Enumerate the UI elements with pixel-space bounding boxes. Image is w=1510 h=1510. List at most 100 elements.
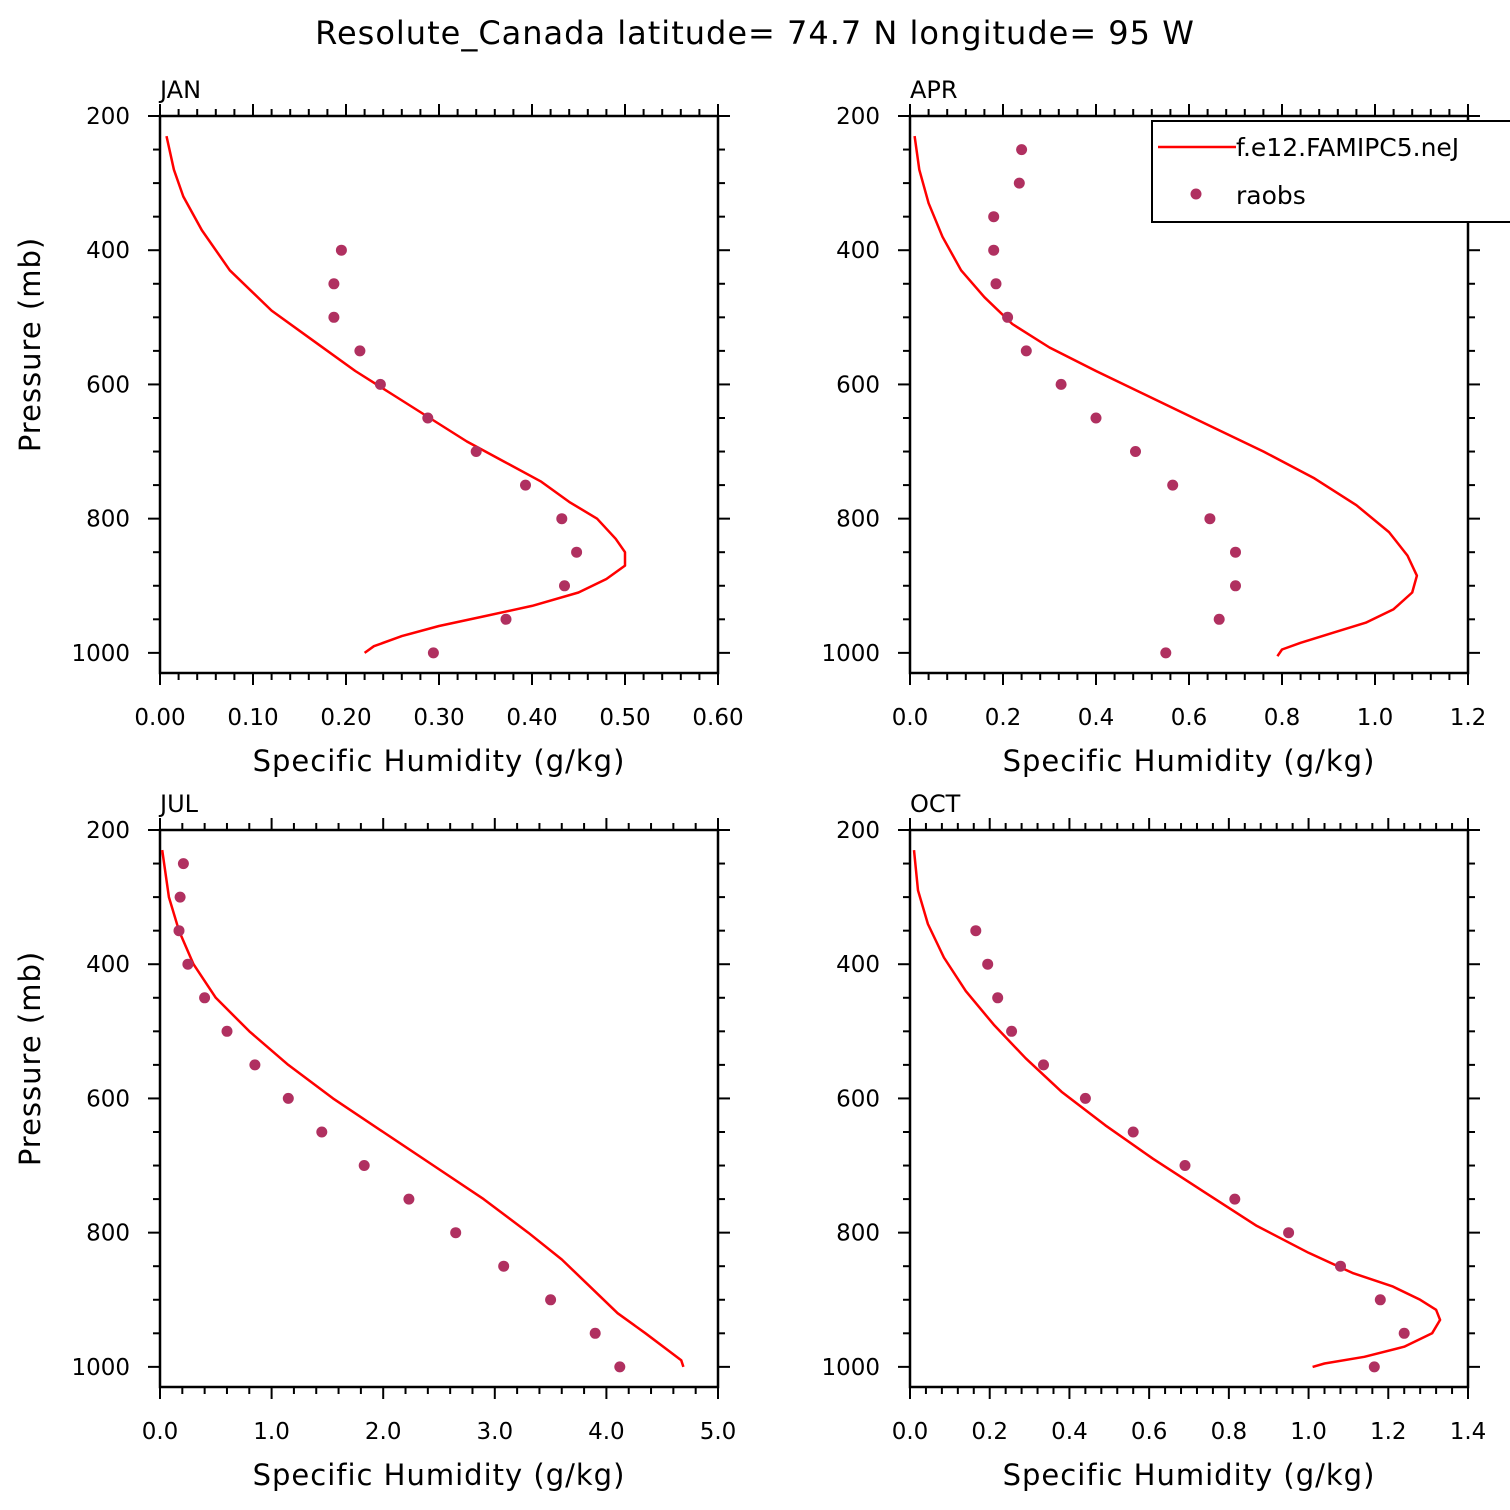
y-tick-label: 1000 <box>821 1355 880 1381</box>
raobs-point <box>1002 311 1014 323</box>
x-axis-label: Specific Humidity (g/kg) <box>1003 1458 1376 1492</box>
y-tick-label: 400 <box>86 238 130 264</box>
x-axis-label: Specific Humidity (g/kg) <box>253 744 626 778</box>
raobs-point <box>422 412 434 424</box>
y-tick-label: 200 <box>86 104 130 130</box>
x-tick-label: 5.0 <box>700 1419 737 1445</box>
raobs-point <box>520 479 531 491</box>
y-tick-label: 1000 <box>71 1355 130 1381</box>
x-tick-label: 0.4 <box>1051 1419 1088 1445</box>
legend-label-model: f.e12.FAMIPC5.neJ <box>1236 133 1459 162</box>
raobs-point <box>221 1025 233 1037</box>
y-tick-label: 400 <box>86 952 130 978</box>
x-tick-label: 0.00 <box>134 705 185 731</box>
x-tick-label: 1.2 <box>1370 1419 1407 1445</box>
model-profile-line <box>165 135 627 654</box>
raobs-point <box>1090 412 1102 424</box>
x-tick-label: 0.0 <box>892 1419 929 1445</box>
y-tick-label: 1000 <box>821 641 880 667</box>
y-tick-label: 600 <box>86 1086 130 1112</box>
raobs-point <box>1213 613 1225 625</box>
x-axis-label: Specific Humidity (g/kg) <box>253 1458 626 1492</box>
y-tick-label: 1000 <box>71 641 130 667</box>
raobs-point <box>173 925 185 937</box>
raobs-point <box>174 891 186 903</box>
x-tick-label: 0.4 <box>1078 705 1115 731</box>
raobs-point <box>498 1260 510 1272</box>
raobs-point <box>589 1327 601 1339</box>
y-tick-label: 200 <box>86 818 130 844</box>
y-tick-label: 200 <box>836 104 880 130</box>
x-tick-label: 0.8 <box>1211 1419 1248 1445</box>
plot-frame <box>908 828 1470 1389</box>
plot-frame <box>158 114 720 675</box>
raobs-point <box>1130 446 1141 457</box>
raobs-point <box>374 378 386 390</box>
raobs-point <box>427 647 439 659</box>
raobs-point <box>1230 580 1241 592</box>
panels: JAN 0.00 0.10 0.20 0.30 0.40 0.50 0.60 200 400 600… <box>13 76 1486 1492</box>
raobs-point <box>982 958 994 970</box>
raobs-point <box>1368 1361 1380 1373</box>
legend: f.e12.FAMIPC5.neJ raobs <box>1151 120 1510 223</box>
panel-title: APR <box>910 76 958 104</box>
y-axis-label: Pressure (mb) <box>13 237 47 452</box>
raobs-point <box>1167 479 1179 491</box>
raobs-point <box>1160 647 1172 659</box>
x-tick-label: 0.30 <box>413 705 464 731</box>
raobs-point <box>1335 1260 1346 1272</box>
y-tick-label: 600 <box>836 1086 880 1112</box>
legend-dot-swatch <box>1190 188 1202 200</box>
x-tick-label: 0.0 <box>892 705 929 731</box>
x-tick-label: 0.40 <box>506 705 557 731</box>
x-tick-label: 0.10 <box>227 705 278 731</box>
x-tick-label: 0.60 <box>692 705 743 731</box>
raobs-point <box>328 278 340 290</box>
x-tick-label: 0.2 <box>971 1419 1008 1445</box>
y-tick-label: 600 <box>86 372 130 398</box>
panel-apr: APR 0.0 0.2 0.4 0.6 0.8 1.0 1.2 200 400 600 800 1000… <box>821 76 1486 778</box>
x-tick-label: 0.50 <box>599 705 650 731</box>
raobs-point <box>358 1160 370 1171</box>
raobs-point <box>545 1294 557 1306</box>
plot-frame <box>158 828 720 1389</box>
raobs-point <box>450 1227 462 1239</box>
raobs-point <box>1006 1025 1018 1037</box>
raobs-point <box>199 992 211 1004</box>
x-tick-label: 0.6 <box>1131 1419 1168 1445</box>
raobs-point <box>354 345 366 357</box>
raobs-point <box>500 613 512 625</box>
raobs-point <box>1016 144 1028 156</box>
y-tick-label: 400 <box>836 952 880 978</box>
raobs-point <box>1374 1294 1386 1306</box>
model-profile-line <box>912 849 1442 1369</box>
model-profile-line <box>160 849 685 1368</box>
raobs-point <box>614 1361 626 1373</box>
y-tick-label: 800 <box>836 507 880 533</box>
raobs-point <box>1079 1092 1091 1104</box>
x-tick-label: 1.0 <box>1357 705 1394 731</box>
raobs-point <box>992 992 1004 1004</box>
raobs-point <box>1013 177 1025 189</box>
raobs-point <box>470 446 482 457</box>
raobs-point <box>990 278 1002 290</box>
x-tick-label: 0.0 <box>142 1419 179 1445</box>
raobs-point <box>1055 378 1067 390</box>
x-tick-label: 1.0 <box>1290 1419 1327 1445</box>
panel-jan: JAN 0.00 0.10 0.20 0.30 0.40 0.50 0.60 200 400 600… <box>13 76 744 778</box>
raobs-point <box>1229 1193 1241 1205</box>
panel-jul: JUL 0.0 1.0 2.0 3.0 4.0 5.0 200 400 600 800 1000 Spe… <box>13 790 736 1492</box>
raobs-point <box>335 244 347 256</box>
raobs-point <box>571 546 583 558</box>
y-tick-label: 600 <box>836 372 880 398</box>
raobs-point <box>1020 345 1032 357</box>
x-tick-label: 1.2 <box>1450 705 1487 731</box>
model-profile-line <box>913 135 1419 657</box>
y-axis-label: Pressure (mb) <box>13 951 47 1166</box>
raobs-point <box>1038 1059 1049 1071</box>
x-tick-label: 4.0 <box>588 1419 625 1445</box>
y-tick-label: 400 <box>836 238 880 264</box>
y-tick-label: 200 <box>836 818 880 844</box>
panel-title: JAN <box>158 76 201 104</box>
